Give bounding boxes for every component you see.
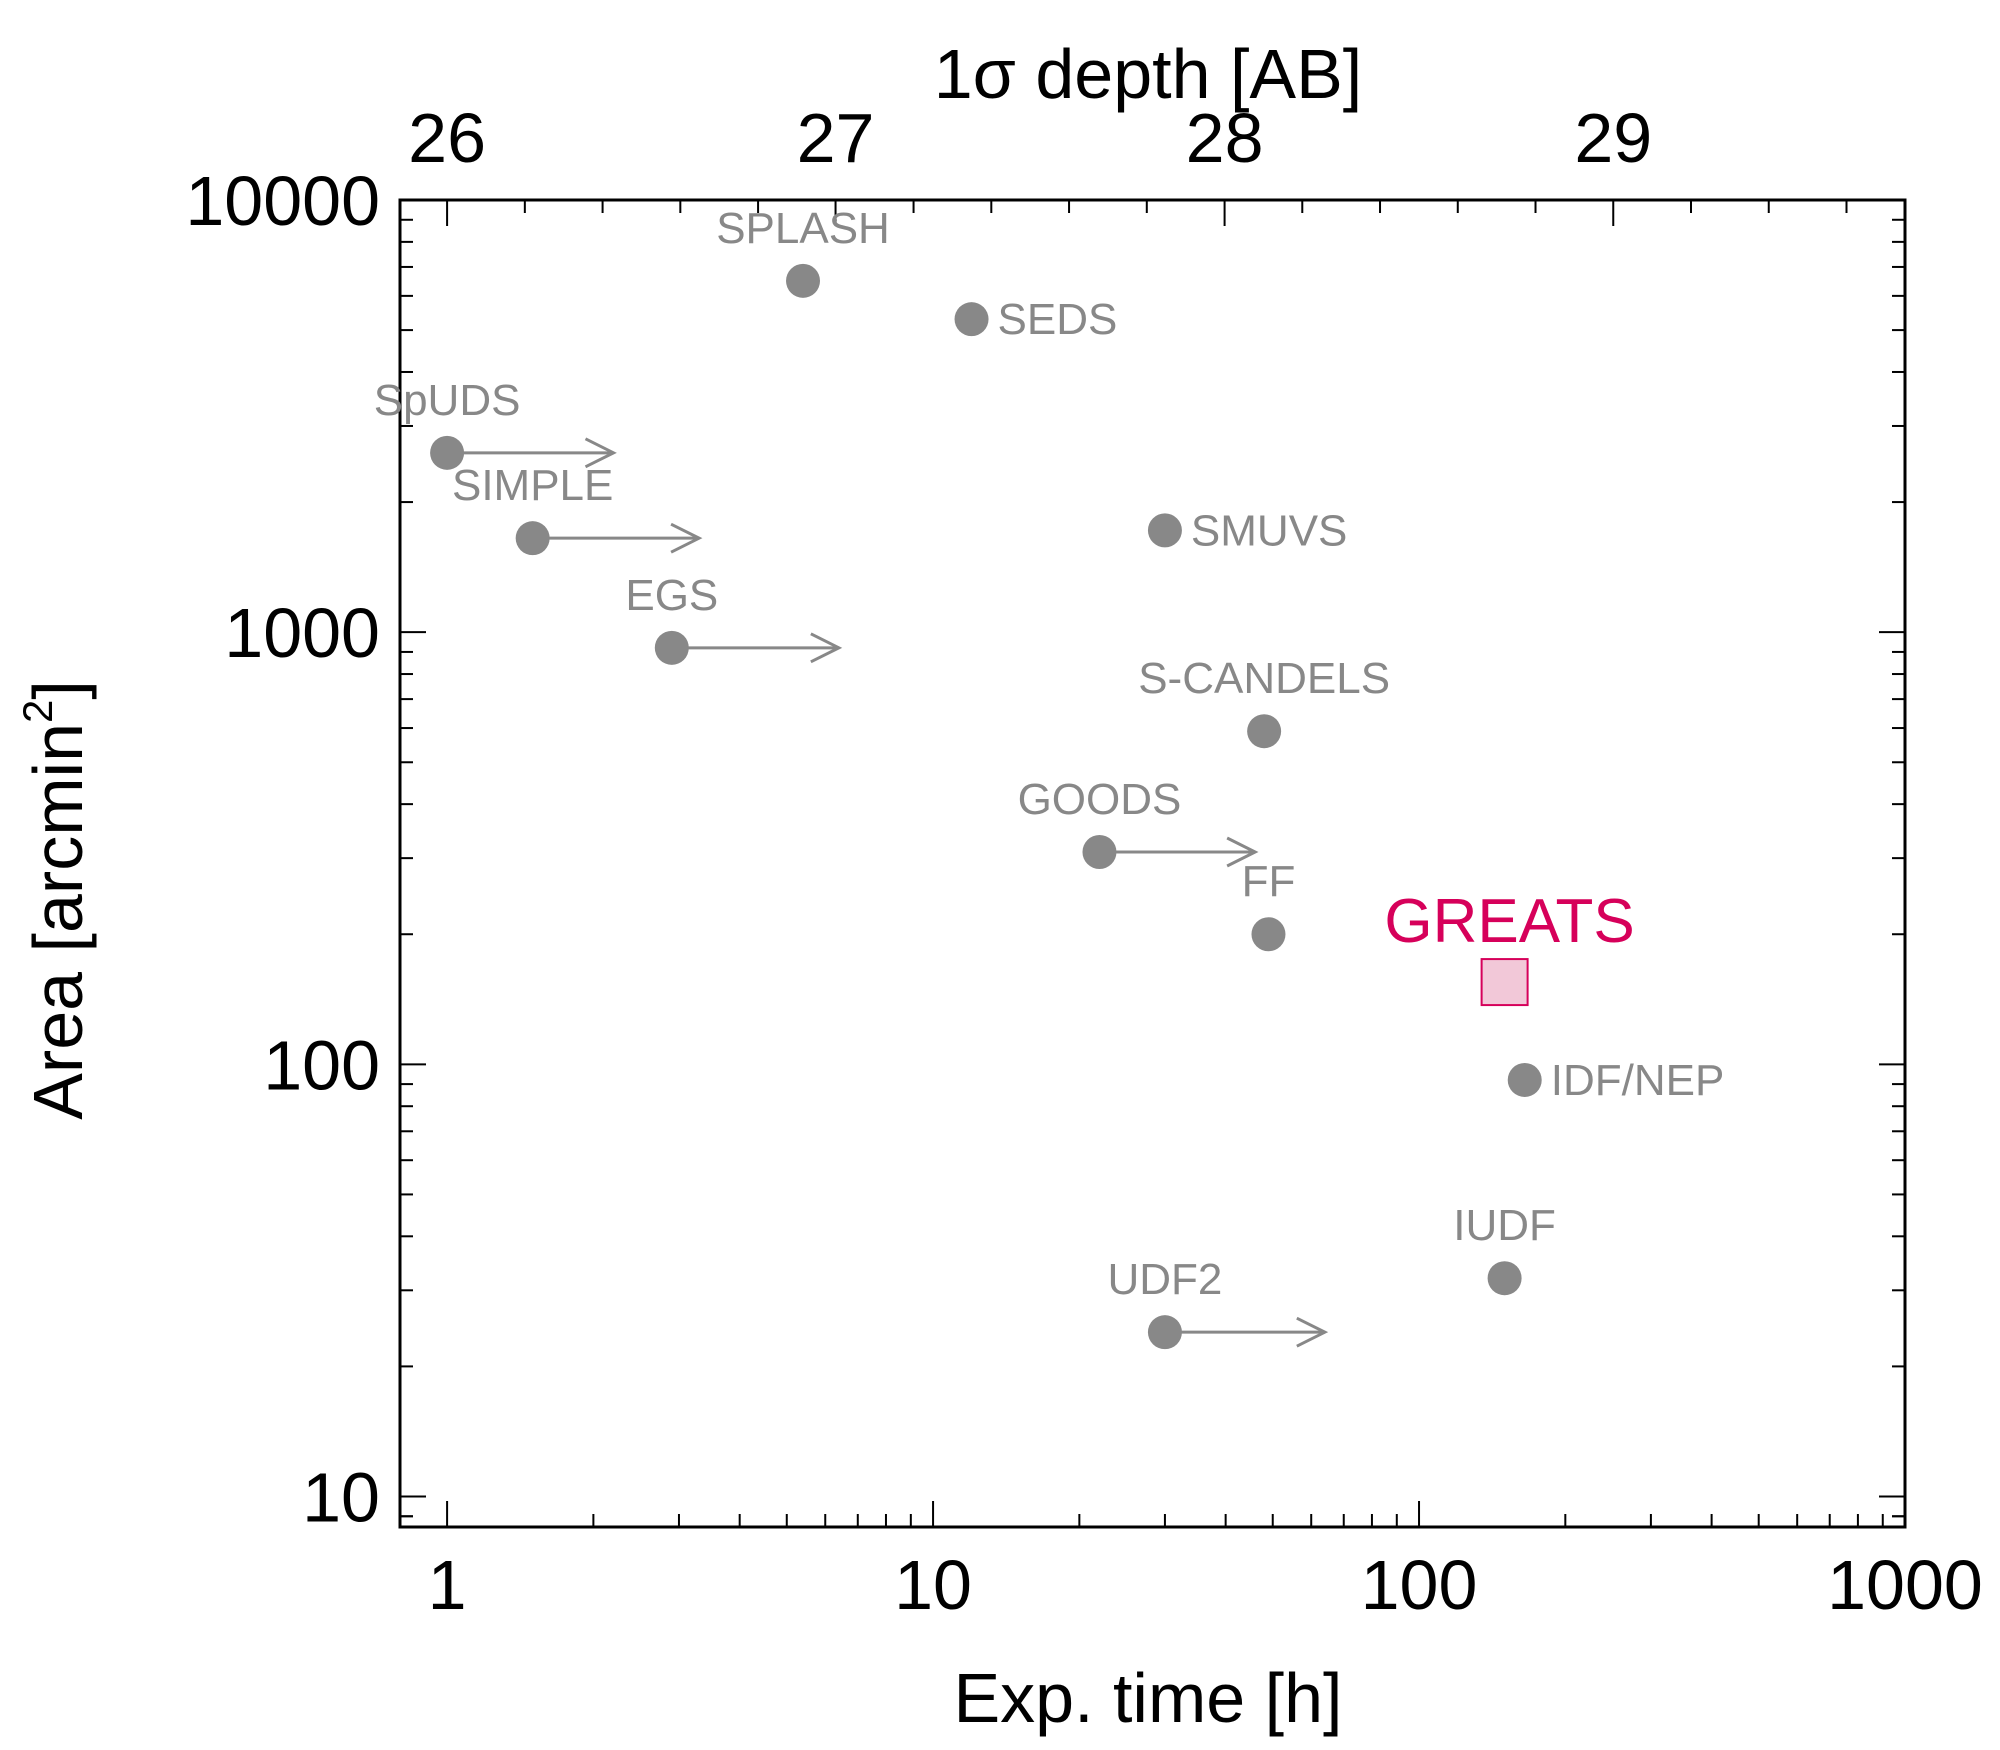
y-axis-title-sup: 2 — [14, 700, 61, 723]
data-point — [1507, 1062, 1542, 1097]
top-tick-label: 29 — [1574, 99, 1652, 177]
point-label: FF — [1242, 857, 1296, 906]
arrow-head — [670, 522, 703, 554]
arrow-head — [1296, 1316, 1329, 1348]
data-point — [430, 435, 465, 470]
data-point — [654, 630, 689, 665]
arrow-head — [584, 437, 617, 469]
point-label: SpUDS — [374, 376, 521, 425]
x-tick-label: 10 — [894, 1546, 972, 1624]
point-label: SIMPLE — [452, 461, 613, 510]
x-tick-label: 1000 — [1827, 1546, 1983, 1624]
point-label: IDF/NEP — [1551, 1056, 1725, 1105]
point-label: SEDS — [998, 295, 1118, 344]
point-label: UDF2 — [1107, 1255, 1222, 1304]
data-point — [1247, 714, 1282, 749]
data-point — [1082, 834, 1117, 869]
data-point — [1487, 1261, 1522, 1296]
plot-frame — [398, 198, 1907, 1529]
x-tick-label: 100 — [1361, 1546, 1478, 1624]
data-point — [515, 521, 550, 556]
arrow-head — [1226, 836, 1259, 868]
point-label: S-CANDELS — [1138, 654, 1390, 703]
y-axis-title: Area [arcmin2] — [14, 680, 97, 1120]
point-label: EGS — [625, 571, 718, 620]
y-tick-label: 1000 — [224, 594, 380, 672]
greats-label: GREATS — [1384, 887, 1634, 956]
point-label: SPLASH — [716, 204, 890, 253]
point-label: SMUVS — [1191, 506, 1347, 555]
top-tick-label: 26 — [408, 99, 486, 177]
y-tick-label: 10 — [302, 1458, 380, 1536]
x-axis-title: Exp. time [h] — [953, 1659, 1342, 1737]
y-tick-label: 10000 — [185, 162, 380, 240]
data-point — [954, 302, 989, 337]
greats-marker — [1480, 958, 1529, 1007]
y-axis-title-main: Area [arcmin — [19, 723, 97, 1120]
arrow-head — [810, 632, 843, 664]
data-point — [786, 263, 821, 298]
point-label: GOODS — [1018, 775, 1182, 824]
data-point — [1147, 1315, 1182, 1350]
x-tick-label: 1 — [428, 1546, 467, 1624]
y-axis-title-close: ] — [19, 680, 97, 699]
data-point — [1147, 513, 1182, 548]
data-point — [1251, 917, 1286, 952]
y-tick-label: 100 — [263, 1026, 380, 1104]
top-axis-title: 1σ depth [AB] — [934, 35, 1362, 113]
top-tick-label: 28 — [1186, 99, 1264, 177]
point-label: IUDF — [1453, 1201, 1556, 1250]
top-tick-label: 27 — [797, 99, 875, 177]
